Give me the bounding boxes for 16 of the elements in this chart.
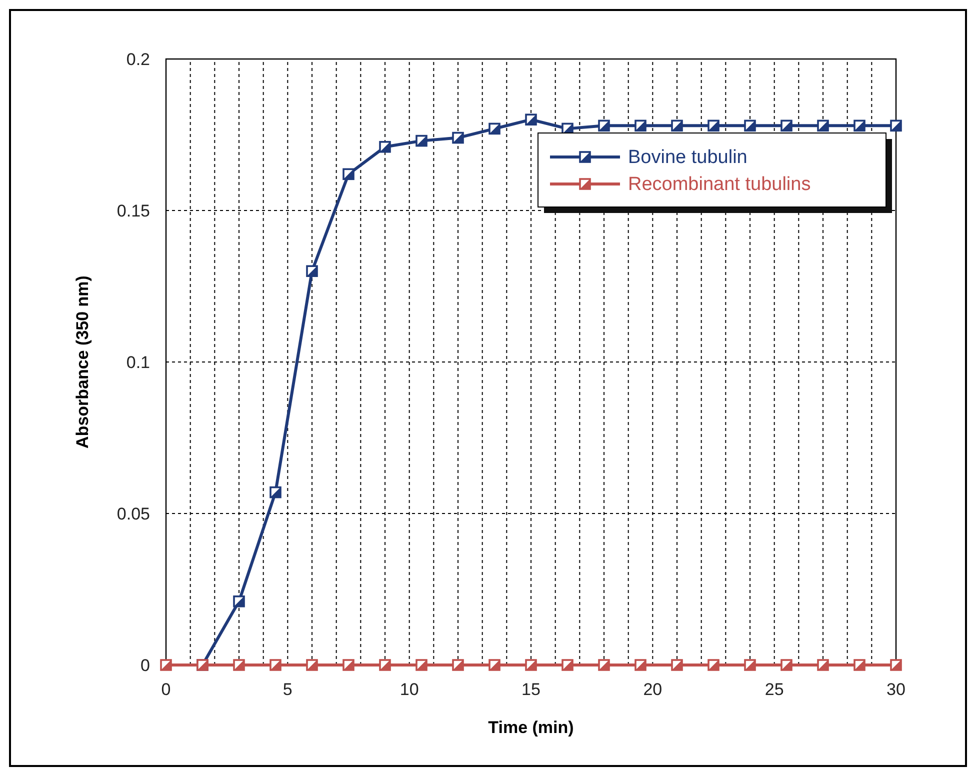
x-tick-label: 5 bbox=[282, 680, 292, 699]
y-tick-label: 0.2 bbox=[126, 50, 150, 69]
x-tick-label: 15 bbox=[522, 680, 540, 699]
x-tick-label: 30 bbox=[886, 680, 906, 699]
x-tick-label: 10 bbox=[400, 680, 419, 699]
y-tick-label: 0.1 bbox=[126, 353, 150, 372]
y-axis-title: Absorbance (350 nm) bbox=[73, 276, 92, 448]
y-tick-label: 0.05 bbox=[116, 504, 150, 524]
x-tick-label: 0 bbox=[161, 680, 171, 699]
x-axis-title: Time (min) bbox=[488, 718, 574, 737]
x-tick-label: 20 bbox=[643, 680, 662, 699]
legend-label: Recombinant tubulins bbox=[628, 174, 811, 195]
y-tick-label: 0 bbox=[140, 656, 150, 675]
x-tick-label: 25 bbox=[764, 680, 784, 699]
y-tick-label: 0.15 bbox=[116, 202, 150, 220]
legend-label: Bovine tubulin bbox=[628, 147, 748, 168]
